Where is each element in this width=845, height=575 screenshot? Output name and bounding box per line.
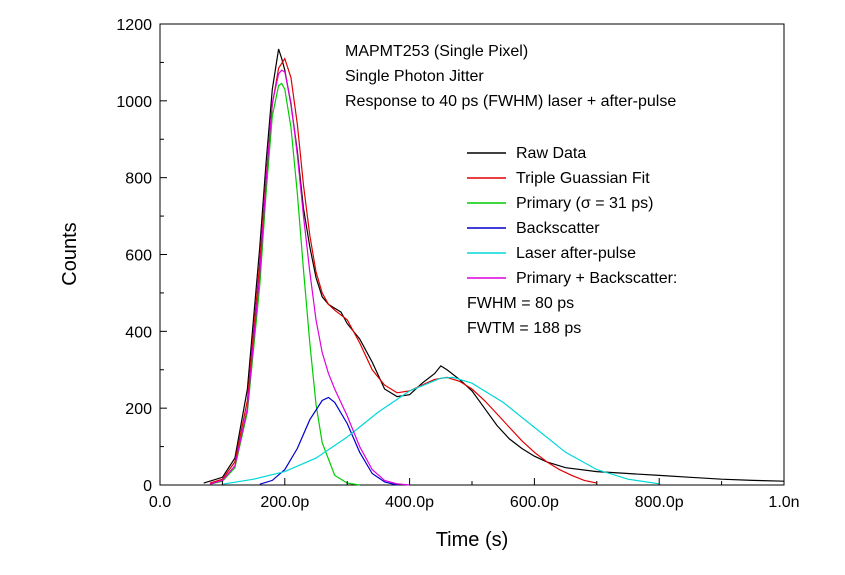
annotation-block: MAPMT253 (Single Pixel) Single Photon Ji… — [345, 43, 676, 110]
tick-layer: 0.0 200.0p 400.0p 600.0p 800.0p 1.0n 0 200 400 60… — [116, 17, 799, 511]
y-tick-label: 600 — [125, 248, 152, 265]
x-tick-label: 200.0p — [260, 494, 309, 511]
series-layer — [203, 48, 785, 486]
y-tick-label: 0 — [143, 478, 152, 495]
legend-label: Primary (σ = 31 ps) — [516, 195, 653, 212]
annotation-line: Single Photon Jitter — [345, 68, 484, 85]
fwhm-text: FWHM = 80 ps — [467, 295, 574, 312]
annotation-line: MAPMT253 (Single Pixel) — [345, 43, 528, 60]
legend-label: Backscatter — [516, 220, 600, 237]
x-tick-label: 1.0n — [768, 494, 799, 511]
annotation-line: Response to 40 ps (FWHM) laser + after-p… — [345, 93, 676, 110]
legend: Raw Data Triple Guassian Fit Primary (σ = … — [467, 145, 677, 287]
y-tick-label: 800 — [125, 171, 152, 188]
x-tick-label: 800.0p — [635, 494, 684, 511]
legend-label: Raw Data — [516, 145, 586, 162]
y-tick-label: 1000 — [116, 94, 152, 111]
fwtm-text: FWTM = 188 ps — [467, 320, 581, 337]
y-tick-label: 400 — [125, 324, 152, 341]
series-line-backscatter — [259, 396, 398, 486]
series-line-primary-backscatter — [209, 69, 410, 486]
plot-area — [159, 23, 785, 486]
legend-label: Primary + Backscatter: — [516, 270, 677, 287]
legend-label: Laser after-pulse — [516, 245, 636, 262]
x-tick-label: 600.0p — [510, 494, 559, 511]
x-axis-title: Time (s) — [436, 529, 509, 551]
y-tick-label: 1200 — [116, 17, 152, 34]
y-axis-title: Counts — [59, 222, 81, 285]
legend-label: Triple Guassian Fit — [516, 170, 650, 187]
series-line-laser-after-pulse — [222, 376, 660, 485]
y-tick-label: 200 — [125, 401, 152, 418]
series-line-primary-31-ps — [209, 82, 360, 486]
x-tick-label: 400.0p — [385, 494, 434, 511]
series-line-raw-data — [203, 48, 785, 484]
x-tick-label: 0.0 — [149, 494, 171, 511]
